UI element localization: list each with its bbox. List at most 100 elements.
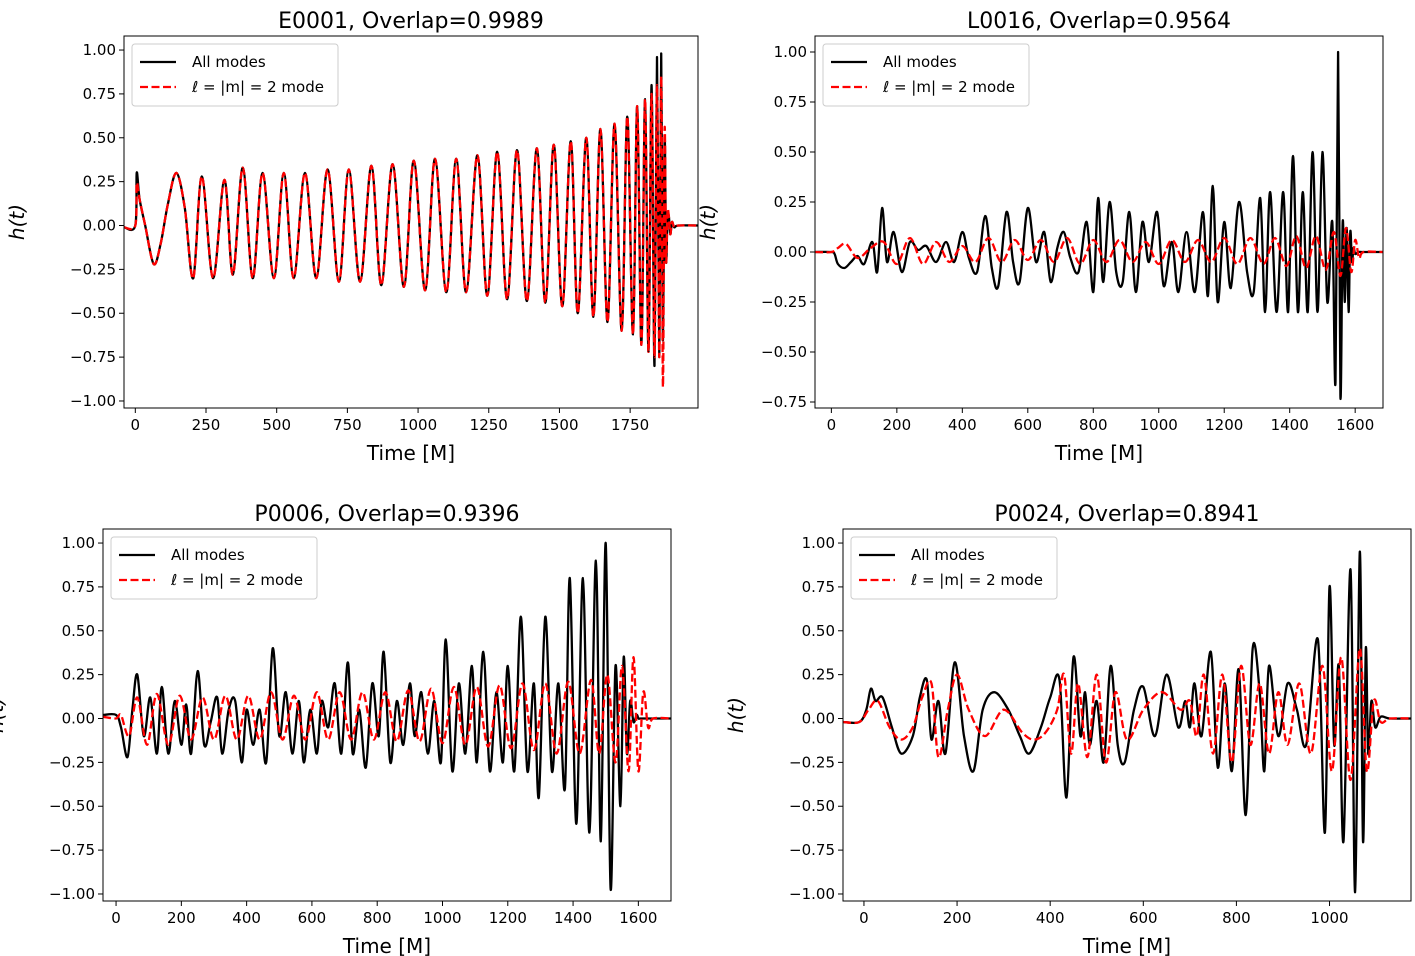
y-tick-label: 0.00 (83, 217, 116, 235)
legend: All modes ℓ = |m| = 2 mode (822, 43, 1030, 107)
legend-label: ℓ = |m| = 2 mode (910, 571, 1043, 589)
x-tick-label: 200 (167, 909, 196, 927)
y-tick-label: 0.50 (62, 622, 95, 640)
legend-label: ℓ = |m| = 2 mode (170, 571, 303, 589)
y-axis-label: h(t) (5, 204, 29, 240)
series-all-modes-line (843, 550, 1411, 894)
x-tick-label: 600 (1129, 909, 1158, 927)
y-tick-label: 1.00 (83, 41, 116, 59)
legend: All modes ℓ = |m| = 2 mode (850, 536, 1058, 600)
x-tick-label: 1750 (611, 416, 649, 434)
x-tick-label: 1000 (423, 909, 461, 927)
y-tick-label: 1.00 (802, 534, 835, 552)
legend-box (850, 536, 1058, 600)
x-tick-label: 250 (192, 416, 221, 434)
y-tick-label: 0.25 (802, 666, 835, 684)
y-tick-label: 0.75 (83, 85, 116, 103)
chart-title: P0024, Overlap=0.8941 (994, 502, 1259, 527)
x-tick-label: 1200 (489, 909, 527, 927)
y-axis-label: h(t) (724, 697, 748, 733)
y-tick-label: 0.50 (774, 143, 807, 161)
x-tick-label: 800 (363, 909, 392, 927)
y-tick-label: 1.00 (62, 534, 95, 552)
axes-frame (814, 35, 1384, 409)
chart-title: L0016, Overlap=0.9564 (967, 9, 1231, 34)
y-tick-label: −0.75 (70, 348, 116, 366)
series-l2-mode-line (843, 647, 1411, 782)
y-tick-label: 0.50 (83, 129, 116, 147)
x-tick-label: 0 (111, 909, 121, 927)
x-tick-label: 500 (262, 416, 291, 434)
x-tick-label: 1400 (1271, 416, 1309, 434)
x-tick-label: 0 (131, 416, 141, 434)
x-tick-label: 400 (232, 909, 261, 927)
x-axis-label: Time [M] (366, 441, 455, 465)
y-tick-label: 0.00 (62, 710, 95, 728)
x-tick-label: 0 (859, 909, 869, 927)
x-tick-label: 400 (948, 416, 977, 434)
y-tick-label: −0.25 (789, 753, 835, 771)
y-tick-label: −0.25 (761, 293, 807, 311)
y-tick-label: 1.00 (774, 43, 807, 61)
x-tick-label: 200 (883, 416, 912, 434)
y-tick-label: −0.50 (70, 304, 116, 322)
y-tick-label: −0.75 (49, 841, 95, 859)
x-tick-label: 750 (333, 416, 362, 434)
legend-box (822, 43, 1030, 107)
y-tick-label: 0.75 (774, 93, 807, 111)
x-tick-label: 600 (1013, 416, 1042, 434)
x-tick-label: 1000 (399, 416, 437, 434)
y-tick-label: 0.75 (802, 578, 835, 596)
y-tick-label: −1.00 (49, 885, 95, 903)
x-tick-label: 1600 (1336, 416, 1374, 434)
legend-label: All modes (911, 546, 985, 564)
legend: All modes ℓ = |m| = 2 mode (110, 536, 318, 600)
legend-box (131, 43, 339, 107)
x-tick-label: 1500 (540, 416, 578, 434)
y-tick-label: −1.00 (789, 885, 835, 903)
axes-frame (123, 35, 699, 409)
chart-title: E0001, Overlap=0.9989 (278, 9, 544, 34)
x-tick-label: 0 (827, 416, 837, 434)
y-tick-label: 0.25 (774, 193, 807, 211)
y-tick-label: 0.00 (802, 710, 835, 728)
axes-frame (842, 528, 1412, 902)
series-all-modes-line (815, 50, 1383, 401)
x-axis-label: Time [M] (1082, 934, 1171, 956)
legend-label: ℓ = |m| = 2 mode (882, 78, 1015, 96)
x-tick-label: 400 (1036, 909, 1065, 927)
y-tick-label: −0.50 (761, 343, 807, 361)
series-l2-mode-line (815, 226, 1383, 278)
y-tick-label: 0.25 (62, 666, 95, 684)
y-tick-label: −0.75 (789, 841, 835, 859)
y-tick-label: −0.25 (70, 260, 116, 278)
legend-label: All modes (192, 53, 266, 71)
legend-label: All modes (171, 546, 245, 564)
subplot-2: 0 200 400 600 800 1000 1200 1400 1600 1.00 0.75 0.5… (696, 9, 1384, 465)
y-tick-label: 0.00 (774, 243, 807, 261)
axes-frame (102, 528, 672, 902)
x-tick-label: 600 (298, 909, 327, 927)
x-tick-label: 1250 (470, 416, 508, 434)
series-l2-mode-line (103, 655, 671, 773)
x-tick-label: 1200 (1205, 416, 1243, 434)
chart-title: P0006, Overlap=0.9396 (254, 502, 519, 527)
y-tick-label: −0.25 (49, 753, 95, 771)
x-tick-label: 1600 (619, 909, 657, 927)
legend-label: ℓ = |m| = 2 mode (191, 78, 324, 96)
y-axis-label: h(t) (0, 697, 8, 733)
x-tick-label: 800 (1079, 416, 1108, 434)
y-tick-label: −1.00 (70, 392, 116, 410)
x-tick-label: 1000 (1310, 909, 1348, 927)
y-tick-label: −0.50 (49, 797, 95, 815)
series-l2-mode-line (124, 75, 698, 389)
y-tick-label: 0.50 (802, 622, 835, 640)
subplot-1: 0 250 500 750 1000 1250 1500 1750 1.00 0.75 0.50 0.… (5, 9, 699, 465)
legend-box (110, 536, 318, 600)
subplot-3: 0 200 400 600 800 1000 1200 1400 1600 1.00 0.75 0.5… (0, 502, 672, 956)
x-axis-label: Time [M] (342, 934, 431, 956)
y-tick-label: 0.25 (83, 173, 116, 191)
x-tick-label: 1400 (554, 909, 592, 927)
x-axis-label: Time [M] (1054, 441, 1143, 465)
